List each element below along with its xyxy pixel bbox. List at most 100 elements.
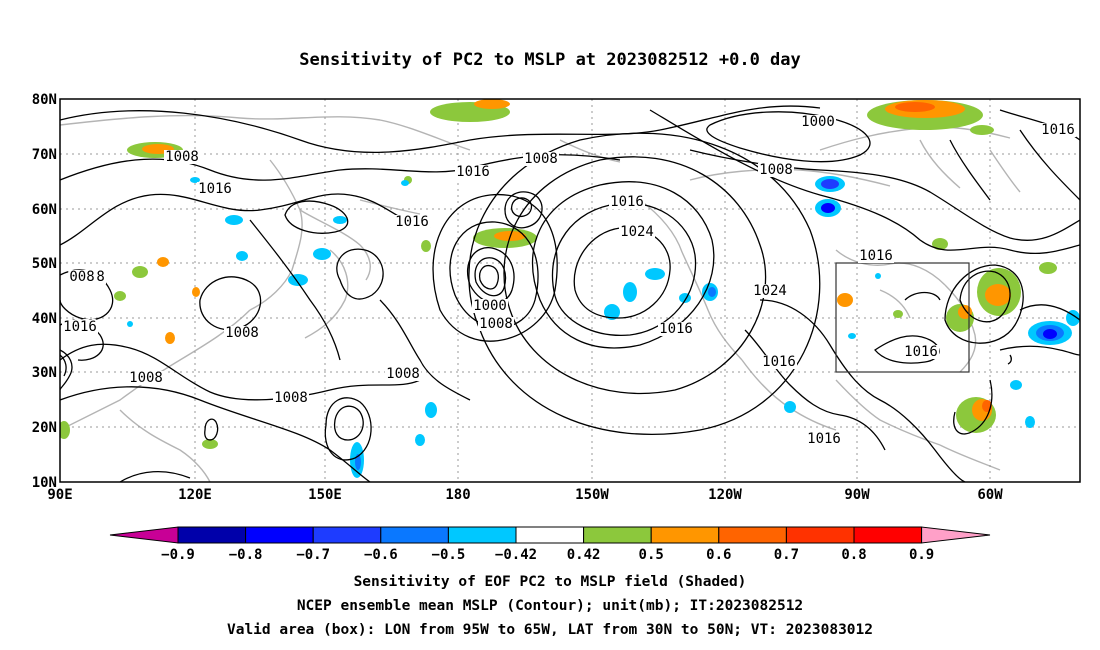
lat-label: 20N bbox=[32, 420, 57, 436]
contour-label-bg bbox=[472, 299, 508, 313]
lon-label: 90E bbox=[47, 487, 72, 503]
colorbar-segment bbox=[177, 526, 247, 544]
contour-label-bg bbox=[758, 163, 794, 177]
contour-label: 1008 bbox=[479, 316, 513, 332]
contour-label: 1016 bbox=[859, 248, 893, 264]
contour-label-bg bbox=[523, 152, 559, 166]
colorbar-segment bbox=[583, 526, 652, 544]
map-title: Sensitivity of PC2 to MSLP at 2023082512… bbox=[299, 50, 801, 70]
contour-label-bg bbox=[224, 326, 260, 340]
contour-label-bg bbox=[609, 195, 645, 209]
colorbar-segment bbox=[650, 526, 720, 544]
contour-label-bg bbox=[478, 317, 514, 331]
contour-label-bg bbox=[658, 322, 694, 336]
contour-label: 1016 bbox=[198, 181, 232, 197]
contour-label: 1016 bbox=[1041, 122, 1075, 138]
contour-label-bg bbox=[806, 432, 842, 446]
contour-label: 1024 bbox=[753, 283, 787, 299]
contour-label-bg bbox=[394, 215, 430, 229]
contour-label-bg bbox=[197, 182, 233, 196]
colorbar-segment bbox=[380, 526, 449, 544]
lat-label: 30N bbox=[32, 365, 57, 381]
contour-label: 1016 bbox=[807, 431, 841, 447]
contour-label: 1016 bbox=[456, 164, 490, 180]
contour-label: 1008 bbox=[274, 390, 308, 406]
colorbar-high-end bbox=[921, 526, 991, 544]
lon-label: 120W bbox=[708, 487, 742, 503]
colorbar-label: −0.8 bbox=[229, 547, 263, 563]
latitude-labels: 80N 70N 60N 50N 40N 30N 20N 10N bbox=[32, 92, 57, 491]
contour-label-bg bbox=[128, 371, 164, 385]
contour-label: 1008 bbox=[524, 151, 558, 167]
contour-label: 1024 bbox=[620, 224, 654, 240]
lat-label: 50N bbox=[32, 256, 57, 272]
contour-label-bg bbox=[858, 249, 894, 263]
lon-label: 150W bbox=[575, 487, 609, 503]
colorbar-segment bbox=[853, 526, 923, 544]
contour-label: 1008 bbox=[225, 325, 259, 341]
map-frame bbox=[59, 98, 1081, 483]
contour-label-bg bbox=[800, 115, 836, 129]
colorbar-segment bbox=[718, 526, 787, 544]
lat-label: 10N bbox=[32, 475, 57, 491]
contour-label: 1016 bbox=[63, 319, 97, 335]
lon-label: 180 bbox=[445, 487, 470, 503]
contour-label-bg bbox=[455, 165, 491, 179]
contour-label-bg bbox=[903, 345, 939, 359]
contour-label: 1008 bbox=[165, 149, 199, 165]
colorbar-segment bbox=[447, 526, 517, 544]
valid-area-box bbox=[835, 262, 970, 373]
colorbar-segment bbox=[515, 526, 585, 544]
colorbar-label: −0.5 bbox=[432, 547, 466, 563]
contour-label: 008 bbox=[69, 269, 94, 285]
contour-label: 1008 bbox=[759, 162, 793, 178]
graticule bbox=[60, 99, 1080, 482]
contour-label-bg bbox=[68, 270, 96, 284]
colorbar bbox=[109, 526, 991, 544]
lon-label: 120E bbox=[178, 487, 212, 503]
contour-label-bg bbox=[164, 150, 200, 164]
lon-label: 90W bbox=[844, 487, 870, 503]
colorbar-label: −0.9 bbox=[161, 547, 195, 563]
shade-negative bbox=[127, 176, 1080, 478]
lon-label: 60W bbox=[977, 487, 1003, 503]
sensitivity-shading bbox=[60, 99, 1080, 478]
contour-label: 1000 bbox=[801, 114, 835, 130]
colorbar-labels: −0.9 −0.8 −0.7 −0.6 −0.5 −0.42 0.42 0.5 0.6 0.7 0.… bbox=[161, 547, 934, 563]
lat-label: 70N bbox=[32, 147, 57, 163]
contour-label: 1008 bbox=[129, 370, 163, 386]
contour-label-bg bbox=[1040, 123, 1076, 137]
contour-label: 1016 bbox=[395, 214, 429, 230]
mslp-contours bbox=[60, 105, 1080, 482]
colorbar-segment bbox=[245, 526, 314, 544]
lat-label: 80N bbox=[32, 92, 57, 108]
contour-label: 1016 bbox=[659, 321, 693, 337]
colorbar-label: −0.42 bbox=[495, 547, 537, 563]
colorbar-label: 0.8 bbox=[841, 547, 866, 563]
colorbar-segment bbox=[312, 526, 382, 544]
contour-label-bg bbox=[752, 284, 788, 298]
contour-label: 1016 bbox=[762, 354, 796, 370]
colorbar-label: 0.42 bbox=[567, 547, 601, 563]
colorbar-label: 0.6 bbox=[706, 547, 731, 563]
caption-contour: NCEP ensemble mean MSLP (Contour); unit(… bbox=[296, 598, 804, 614]
colorbar-label: −0.7 bbox=[296, 547, 330, 563]
contour-label-bg bbox=[273, 391, 309, 405]
longitude-labels: 90E 120E 150E 180 150W 120W 90W 60W bbox=[47, 487, 1003, 503]
colorbar-label: 0.9 bbox=[909, 547, 934, 563]
colorbar-label: 0.7 bbox=[774, 547, 799, 563]
contour-label-bg bbox=[385, 367, 421, 381]
colorbar-low-end bbox=[109, 526, 179, 544]
contour-label-bg bbox=[62, 320, 98, 334]
lat-label: 40N bbox=[32, 311, 57, 327]
lat-label: 60N bbox=[32, 202, 57, 218]
contour-labels: 1008101610161016100800800810081008100810… bbox=[62, 114, 1076, 447]
contour-label: 1008 bbox=[386, 366, 420, 382]
caption-shading: Sensitivity of EOF PC2 to MSLP field (Sh… bbox=[353, 574, 747, 590]
contour-label-bg bbox=[761, 355, 797, 369]
colorbar-label: 0.5 bbox=[639, 547, 664, 563]
colorbar-label: −0.6 bbox=[364, 547, 398, 563]
colorbar-segment bbox=[785, 526, 855, 544]
contour-label: 1016 bbox=[610, 194, 644, 210]
